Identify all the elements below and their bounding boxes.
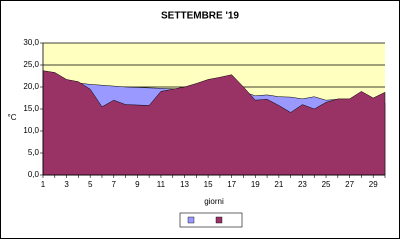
x-tick-label: 7 <box>112 180 117 189</box>
x-tick-label: 19 <box>251 180 260 189</box>
y-tick-label: 15,0 <box>23 104 39 113</box>
x-tick-label: 3 <box>64 180 69 189</box>
legend-swatch <box>215 216 223 224</box>
y-tick-label: 20,0 <box>23 82 39 91</box>
x-tick-label: 21 <box>274 180 283 189</box>
y-tick-label: 30,0 <box>23 38 39 47</box>
y-tick-label: 5,0 <box>28 148 40 157</box>
y-tick-label: 0,0 <box>28 170 40 179</box>
area <box>42 70 386 176</box>
x-tick-label: 23 <box>298 180 307 189</box>
chart-title: SETTEMBRE '19 <box>161 11 239 22</box>
x-axis-label: giorni <box>204 197 224 206</box>
y-axis-label: °C <box>8 113 17 122</box>
x-tick-label: 11 <box>157 180 166 189</box>
x-tick-label: 13 <box>180 180 189 189</box>
x-tick-label: 29 <box>369 180 378 189</box>
x-tick-label: 15 <box>204 180 213 189</box>
legend <box>179 212 243 228</box>
x-tick-label: 9 <box>135 180 140 189</box>
legend-swatch <box>187 216 195 224</box>
x-tick-label: 17 <box>227 180 236 189</box>
x-tick-label: 25 <box>322 180 331 189</box>
y-tick-label: 10,0 <box>23 126 39 135</box>
x-tick-label: 5 <box>88 180 93 189</box>
y-tick-label: 25,0 <box>23 60 39 69</box>
x-tick-label: 1 <box>41 180 46 189</box>
x-tick-label: 27 <box>345 180 354 189</box>
